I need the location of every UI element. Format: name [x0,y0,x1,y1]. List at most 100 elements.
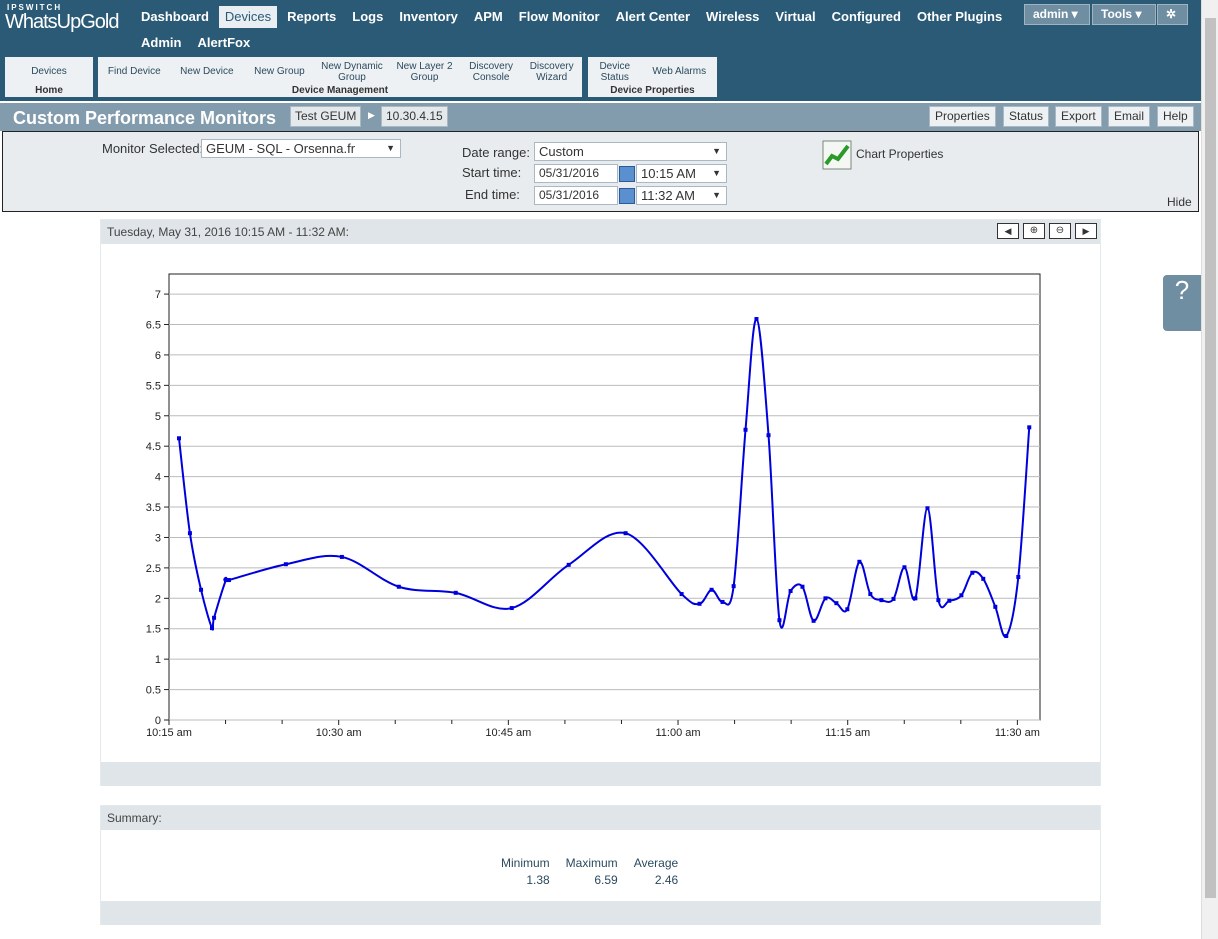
y-tick-label: 7 [155,289,161,301]
point [1004,634,1009,639]
point [936,598,941,603]
time-select[interactable]: 10:15 AM ▼ [636,164,727,183]
nav-item[interactable]: Inventory [399,9,458,24]
time-select[interactable]: 11:32 AM ▼ [636,186,727,205]
chart-panel: Tuesday, May 31, 2016 10:15 AM - 11:32 A… [100,219,1101,786]
subnav-item[interactable]: New Device [180,66,234,77]
line [177,318,1031,638]
nav-item[interactable]: Dashboard [141,9,209,24]
subnav-item[interactable]: New Group [254,66,305,77]
chart-controls: ◀ ⊕ ⊖ ▶ [997,223,1097,239]
point [800,584,805,589]
x-tick-label: 10:15 am [146,727,192,739]
select-value: Custom [539,144,584,159]
prev-button[interactable]: ◀ [997,223,1019,239]
subnav-item[interactable]: New Layer 2 Group [396,61,453,83]
scroll-thumb[interactable] [1205,18,1216,898]
point [199,587,204,592]
select-value: GEUM - SQL - Orsenna.fr [206,141,356,156]
point [947,598,952,603]
nav-item[interactable]: Virtual [775,9,816,24]
button[interactable]: Help [1157,106,1194,127]
y-tick-label: 6.5 [146,320,161,332]
summary-header: Minimum [501,856,550,870]
chart-properties-link[interactable]: Chart Properties [856,147,944,161]
summary-value: 1.38 [526,873,550,887]
brand[interactable]: WhatsUpGold [5,11,119,33]
header: IPSWITCH WhatsUpGold Dashboard Devices R… [0,0,1201,101]
calendar-icon[interactable] [619,188,635,204]
label: End time: [465,187,520,202]
chart-icon[interactable] [822,140,852,170]
next-button[interactable]: ▶ [1075,223,1097,239]
breadcrumb[interactable]: Test GEUM [290,106,362,127]
date-input[interactable]: 05/31/2016 [534,164,618,183]
x-tick-label: 10:45 am [485,727,531,739]
subnav-item[interactable]: Discovery Console [469,61,514,83]
point [902,565,907,570]
breadcrumb[interactable]: 10.30.4.15 [381,106,448,127]
point [339,554,344,559]
date-input[interactable]: 05/31/2016 [534,186,618,205]
point [566,562,571,567]
point [187,531,192,536]
range-select[interactable]: Custom ▼ [534,142,727,161]
subnav-group: Devices Home [5,57,93,97]
zoom-out-button[interactable]: ⊖ [1049,223,1071,239]
summary-header: Maximum [565,856,618,870]
nav-item[interactable]: Flow Monitor [518,9,600,24]
point [1027,425,1032,430]
tools-menu[interactable]: Tools ▾ [1092,4,1156,25]
user: admin [1033,7,1069,21]
x-tick-label: 10:30 am [316,727,362,739]
nav-item[interactable]: Configured [831,9,901,24]
plot-area [168,273,1041,721]
point [226,578,231,583]
subnav-item[interactable]: Devices [31,66,67,77]
subnav-item[interactable]: Find Device [107,66,161,77]
user-menu[interactable]: admin ▾ [1024,4,1090,25]
help-tab[interactable]: ? [1163,275,1201,331]
nav-item[interactable]: Devices [218,6,278,28]
nav-item[interactable]: AlertFox [197,35,251,50]
button[interactable]: Email [1108,106,1151,127]
brand-small: IPSWITCH [7,3,63,12]
nav-item[interactable]: APM [473,9,503,24]
nav-item[interactable]: Logs [352,9,384,24]
y-tick-label: 1.5 [146,624,161,636]
nav-item[interactable]: Admin [141,35,182,50]
nav-item[interactable]: Other Plugins [916,9,1003,24]
point [709,587,714,592]
label: Monitor Selected: [102,141,204,156]
point [891,596,896,601]
nav-item[interactable]: Alert Center [615,9,691,24]
subnav-label: Device Properties [610,85,695,96]
calendar-icon[interactable] [619,166,635,182]
nav-item[interactable]: Reports [287,9,337,24]
button[interactable]: Status [1003,106,1050,127]
subnav-item[interactable]: Web Alarms [652,66,707,77]
scrollbar[interactable] [1201,0,1218,939]
nav-item[interactable]: Wireless [706,9,760,24]
point [176,436,181,441]
zoom-in-button[interactable]: ⊕ [1023,223,1045,239]
x-tick-label: 11:15 am [825,727,870,739]
point [697,601,702,606]
panel-footer [101,762,1100,786]
hide-link[interactable]: Hide [1167,195,1192,209]
subnav-item[interactable]: New Dynamic Group [321,61,383,83]
button[interactable]: Properties [929,106,996,127]
subnav-group: Device Status Web Alarms Device Properti… [588,57,717,97]
point [959,593,964,598]
button[interactable]: Export [1055,106,1102,127]
y-tick-label: 1 [155,654,161,666]
subnav-item[interactable]: Discovery Wizard [529,61,574,83]
point [623,531,628,536]
point [879,598,884,603]
subnav-item[interactable]: Device Status [599,61,631,83]
point [823,596,828,601]
monitor-select[interactable]: GEUM - SQL - Orsenna.fr ▼ [201,139,401,158]
settings-button[interactable]: ✲ [1157,4,1188,25]
label: Date range: [462,145,530,160]
